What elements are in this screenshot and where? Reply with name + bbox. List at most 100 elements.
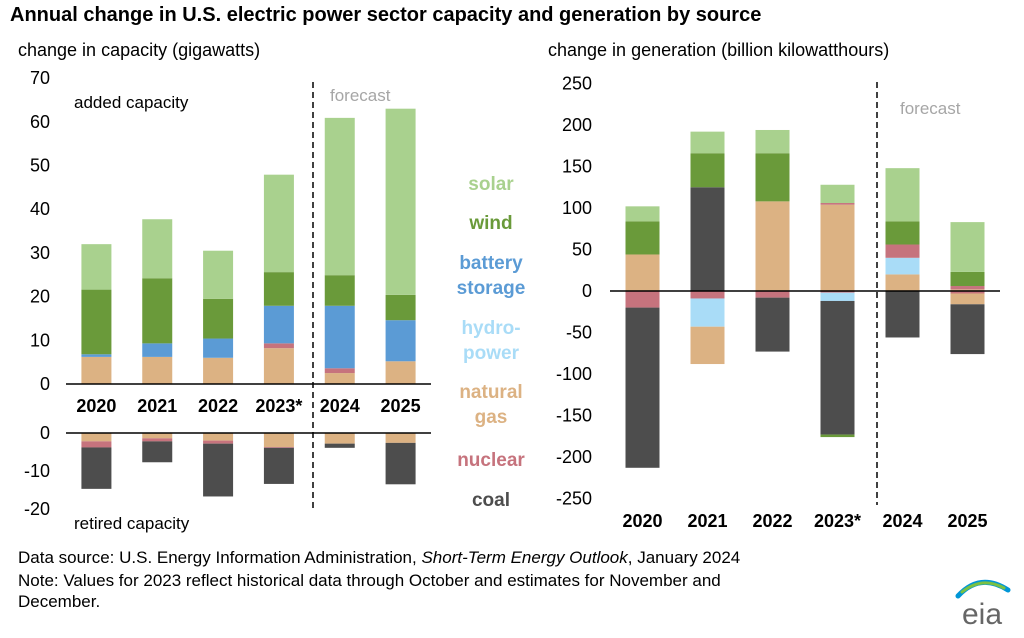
capacity-retired-bar-coal — [203, 443, 234, 497]
capacity-added-bar-solar — [385, 108, 416, 295]
generation-tick-label: -150 — [556, 406, 592, 426]
generation-tick-label: -250 — [556, 489, 592, 509]
legend-wind: wind — [468, 213, 512, 234]
generation-category-label: 2022 — [752, 511, 792, 531]
legend-gas: gas — [475, 407, 508, 428]
capacity-retired-bar-gas — [142, 433, 173, 439]
generation-category-label: 2021 — [687, 511, 727, 531]
legend-battery: storage — [457, 278, 526, 299]
capacity-added-bar-battery — [142, 343, 173, 357]
capacity-added-bar-battery — [203, 338, 234, 358]
generation-bar-negative-coal — [625, 307, 660, 468]
generation-bar-solar — [755, 129, 790, 154]
generation-forecast-label: forecast — [900, 99, 961, 118]
capacity-retired-tick-label: -10 — [24, 461, 50, 481]
generation-bar-negative-gas — [690, 326, 725, 365]
generation-bar-solar — [820, 184, 855, 204]
capacity-retired-bar-coal — [385, 442, 416, 485]
generation-bar-negative-coal — [755, 297, 790, 352]
capacity-forecast-label: forecast — [330, 86, 391, 105]
capacity-added-bar-solar — [81, 244, 112, 290]
capacity-added-tick-label: 10 — [30, 330, 50, 350]
generation-tick-label: -50 — [566, 323, 592, 343]
generation-bar-negative-wind — [820, 434, 855, 438]
capacity-added-tick-label: 40 — [30, 199, 50, 219]
generation-bar-solar — [885, 168, 920, 222]
generation-bar-nuclear — [950, 286, 985, 290]
capacity-retired-bar-nuclear — [263, 447, 294, 448]
capacity-category-label: 2024 — [320, 396, 360, 416]
note-line-1: Note: Values for 2023 reflect historical… — [18, 571, 721, 590]
logo-text: eia — [962, 598, 1002, 630]
capacity-added-bar-solar — [142, 219, 173, 279]
added-capacity-label: added capacity — [74, 93, 189, 112]
capacity-added-bar-battery — [81, 354, 112, 357]
generation-category-label: 2020 — [622, 511, 662, 531]
capacity-retired-bar-gas — [203, 433, 234, 441]
capacity-added-tick-label: 30 — [30, 243, 50, 263]
generation-bar-coal — [690, 187, 725, 291]
generation-bar-negative-coal — [950, 304, 985, 355]
legend-solar: solar — [468, 174, 514, 195]
legend-battery: battery — [459, 253, 523, 274]
capacity-category-label: 2022 — [198, 396, 238, 416]
capacity-added-bar-wind — [203, 298, 234, 339]
generation-tick-label: 50 — [572, 240, 592, 260]
capacity-retired-bar-coal — [142, 441, 173, 463]
capacity-added-tick-label: 50 — [30, 156, 50, 176]
capacity-added-bar-battery — [324, 305, 355, 369]
generation-tick-label: 150 — [562, 157, 592, 177]
generation-bar-hydro — [885, 257, 920, 275]
generation-bar-negative-nuclear — [950, 291, 985, 294]
capacity-added-bar-gas — [81, 356, 112, 384]
footer-source: Data source: U.S. Energy Information Adm… — [18, 547, 740, 568]
eia-logo: eia — [955, 579, 1011, 630]
source-suffix: , January 2024 — [627, 548, 741, 567]
note-line-2: December. — [18, 592, 101, 611]
generation-bar-gas — [755, 201, 790, 291]
generation-bar-wind — [950, 271, 985, 287]
legend-hydro: power — [463, 343, 520, 364]
capacity-added-tick-label: 20 — [30, 287, 50, 307]
legend-hydro: hydro- — [461, 318, 520, 339]
capacity-retired-bar-coal — [324, 443, 355, 448]
capacity-retired-bar-nuclear — [203, 440, 234, 444]
capacity-retired-bar-nuclear — [81, 441, 112, 448]
generation-bar-solar — [690, 131, 725, 154]
capacity-added-bar-wind — [142, 278, 173, 344]
capacity-added-bar-gas — [385, 361, 416, 384]
capacity-added-bar-nuclear — [324, 368, 355, 374]
capacity-added-bar-gas — [203, 357, 234, 384]
generation-category-label: 2024 — [882, 511, 922, 531]
generation-bar-negative-nuclear — [755, 291, 790, 298]
generation-subtitle: change in generation (billion kilowattho… — [548, 40, 890, 60]
capacity-retired-tick-label: 0 — [40, 423, 50, 443]
capacity-retired-bar-gas — [324, 433, 355, 444]
capacity-added-bar-solar — [263, 174, 294, 273]
capacity-category-label: 2025 — [381, 396, 421, 416]
capacity-category-label: 2020 — [76, 396, 116, 416]
capacity-added-bar-solar — [203, 250, 234, 299]
generation-bar-negative-hydro — [820, 292, 855, 301]
legend-nuclear: nuclear — [457, 450, 525, 471]
capacity-added-bar-wind — [263, 272, 294, 306]
generation-category-label: 2025 — [947, 511, 987, 531]
capacity-retired-bar-gas — [81, 433, 112, 442]
generation-bar-negative-nuclear — [690, 291, 725, 299]
capacity-added-bar-wind — [324, 275, 355, 306]
capacity-added-bar-wind — [81, 289, 112, 355]
generation-bar-wind — [690, 153, 725, 188]
generation-bar-negative-gas — [950, 293, 985, 305]
capacity-category-label: 2023* — [255, 396, 302, 416]
generation-bar-gas — [820, 204, 855, 291]
generation-bar-negative-hydro — [690, 298, 725, 327]
generation-bar-nuclear — [885, 244, 920, 258]
source-publication: Short-Term Energy Outlook — [421, 548, 628, 567]
capacity-added-tick-label: 0 — [40, 374, 50, 394]
generation-bar-gas — [885, 274, 920, 291]
capacity-added-bar-battery — [385, 320, 416, 362]
generation-tick-label: 250 — [562, 74, 592, 94]
capacity-subtitle: change in capacity (gigawatts) — [18, 40, 261, 60]
generation-bar-gas — [950, 289, 985, 291]
capacity-retired-bar-coal — [263, 447, 294, 484]
